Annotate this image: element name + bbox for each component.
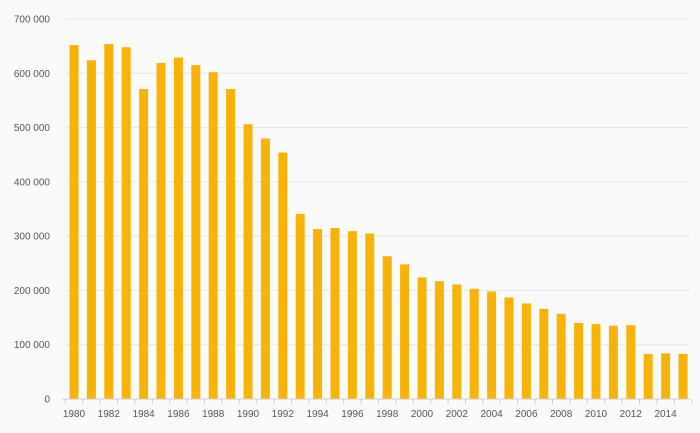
x-tick-label: 1994 bbox=[306, 409, 329, 420]
bar bbox=[226, 89, 236, 400]
x-tick-label: 2002 bbox=[446, 409, 469, 420]
bar bbox=[434, 281, 444, 399]
y-tick-label: 200 000 bbox=[14, 286, 51, 297]
x-tick-label: 2006 bbox=[515, 409, 538, 420]
y-tick-label: 600 000 bbox=[14, 69, 51, 80]
x-tick-label: 1996 bbox=[341, 409, 364, 420]
x-tick-label: 1992 bbox=[272, 409, 295, 420]
bar bbox=[313, 229, 323, 399]
x-tick-label: 2014 bbox=[654, 409, 677, 420]
x-tick-label: 2008 bbox=[550, 409, 573, 420]
bar bbox=[539, 308, 549, 399]
bar bbox=[521, 303, 531, 399]
bar bbox=[243, 124, 253, 400]
bar bbox=[139, 89, 149, 400]
bar bbox=[487, 291, 497, 399]
bar bbox=[469, 288, 479, 399]
x-tick-label: 2004 bbox=[480, 409, 503, 420]
bar bbox=[86, 60, 96, 399]
x-tick-label: 1980 bbox=[63, 409, 86, 420]
bar bbox=[208, 72, 218, 399]
bars bbox=[69, 43, 688, 400]
bar bbox=[382, 256, 392, 399]
y-tick-label: 300 000 bbox=[14, 232, 51, 243]
bar bbox=[173, 57, 183, 400]
bar bbox=[191, 65, 201, 400]
bar bbox=[295, 213, 305, 399]
x-tick-label: 2012 bbox=[620, 409, 643, 420]
y-tick-label: 500 000 bbox=[14, 123, 51, 134]
bar bbox=[417, 277, 427, 399]
bar bbox=[643, 353, 653, 399]
x-tick-label: 1986 bbox=[167, 409, 190, 420]
y-tick-labels: 0 100 000 200 000 300 000 400 000 500 000 600 … bbox=[14, 15, 51, 406]
bar bbox=[452, 284, 462, 399]
y-tick-label: 700 000 bbox=[14, 15, 51, 26]
x-tick-label: 2000 bbox=[411, 409, 434, 420]
bar bbox=[260, 138, 270, 399]
y-tick-label: 400 000 bbox=[14, 177, 51, 188]
gridlines bbox=[66, 18, 690, 346]
bar bbox=[556, 313, 566, 399]
x-axis bbox=[62, 398, 693, 404]
bar bbox=[678, 353, 688, 399]
y-tick-label: 100 000 bbox=[14, 340, 51, 351]
x-tick-label: 1998 bbox=[376, 409, 399, 420]
x-tick-label: 1988 bbox=[202, 409, 225, 420]
bar bbox=[400, 264, 410, 399]
bar bbox=[661, 353, 671, 399]
x-tick-labels: 1980 1982 1984 1986 1988 1990 1992 1994 1996 1998… bbox=[63, 409, 677, 420]
bar bbox=[608, 325, 618, 399]
bar bbox=[278, 152, 288, 399]
x-tick-label: 1984 bbox=[132, 409, 155, 420]
x-tick-label: 1982 bbox=[98, 409, 121, 420]
y-tick-label: 0 bbox=[44, 395, 50, 406]
bar bbox=[574, 323, 584, 399]
x-tick-label: 2010 bbox=[585, 409, 608, 420]
bar bbox=[591, 324, 601, 399]
bar bbox=[121, 47, 131, 399]
bar bbox=[156, 62, 166, 399]
bar bbox=[347, 231, 357, 399]
bar bbox=[626, 325, 636, 399]
bar bbox=[69, 45, 79, 400]
x-tick-label: 1990 bbox=[237, 409, 260, 420]
bar bbox=[104, 43, 114, 399]
bar bbox=[365, 233, 375, 399]
bar bbox=[330, 228, 340, 399]
bar bbox=[504, 297, 514, 399]
